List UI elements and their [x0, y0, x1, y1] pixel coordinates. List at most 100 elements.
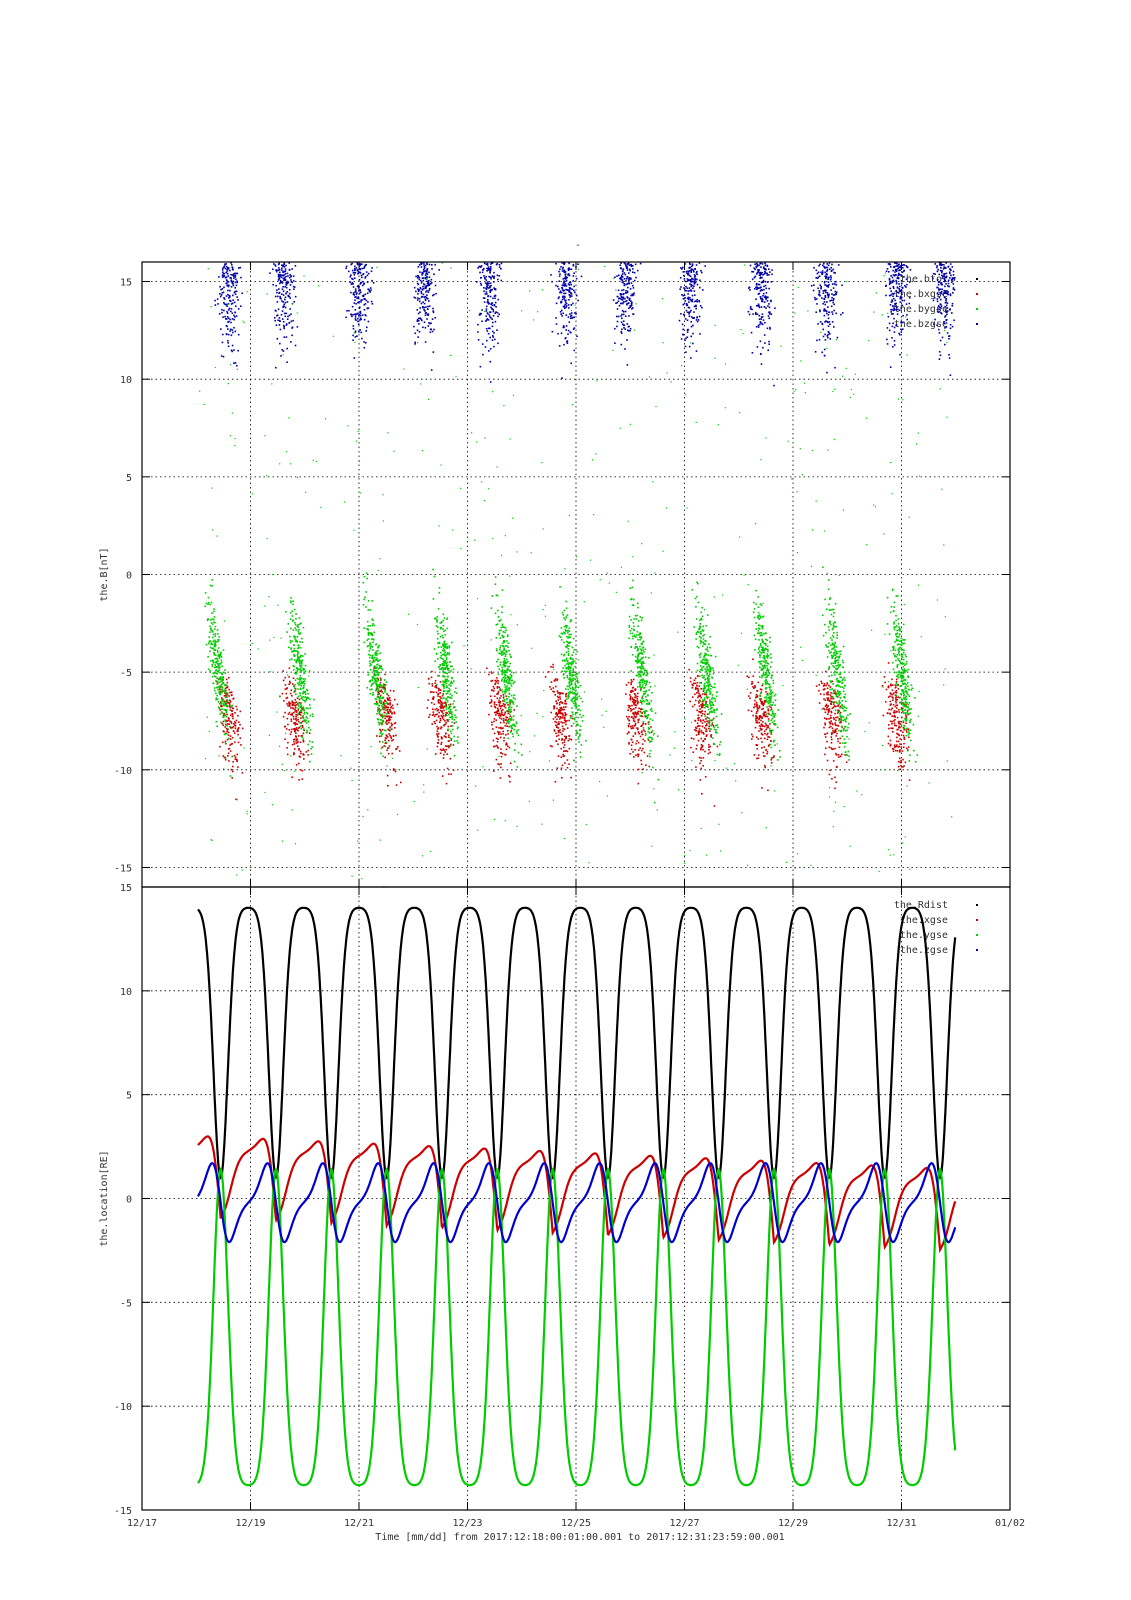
data-point	[220, 659, 223, 662]
data-point	[897, 765, 900, 768]
data-point	[369, 654, 371, 657]
data-point	[222, 273, 225, 275]
data-point	[299, 677, 301, 679]
data-point	[704, 750, 706, 753]
data-point	[891, 707, 894, 710]
data-point	[901, 271, 904, 274]
data-point	[640, 708, 642, 710]
data-point	[756, 757, 758, 760]
data-point	[439, 719, 442, 722]
data-point	[281, 318, 284, 320]
data-point	[216, 677, 219, 679]
data-point	[293, 687, 296, 689]
data-point	[436, 734, 439, 736]
data-point	[749, 305, 752, 308]
data-point	[371, 279, 373, 282]
data-point	[949, 294, 952, 297]
data-point	[229, 738, 232, 740]
data-point	[622, 297, 624, 300]
data-point	[547, 671, 550, 673]
data-point	[762, 267, 765, 270]
data-point	[275, 269, 277, 271]
data-point	[308, 670, 311, 672]
data-point	[695, 766, 697, 768]
data-point	[945, 275, 948, 278]
data-point	[759, 296, 762, 298]
data-point	[224, 720, 227, 723]
data-point	[761, 734, 764, 736]
data-point	[424, 310, 426, 312]
data-point	[640, 701, 642, 703]
data-point	[386, 749, 388, 752]
data-point	[226, 696, 229, 698]
data-point	[230, 705, 233, 708]
data-point	[225, 689, 227, 692]
data-point	[621, 276, 624, 278]
data-point	[279, 275, 281, 278]
data-point	[309, 707, 311, 709]
data-point	[276, 314, 278, 317]
data-point	[490, 699, 493, 701]
data-point	[623, 284, 626, 287]
data-point	[700, 747, 702, 750]
data-point	[570, 268, 573, 271]
data-point	[226, 730, 228, 733]
data-point	[295, 732, 297, 734]
data-point	[624, 348, 626, 350]
data-point	[894, 745, 896, 748]
data-point	[477, 323, 479, 326]
data-point	[384, 722, 387, 724]
data-point	[901, 293, 903, 295]
data-point	[306, 689, 309, 692]
data-point	[367, 653, 370, 656]
data-point	[492, 321, 494, 324]
data-point	[690, 268, 693, 270]
data-point	[824, 333, 826, 336]
data-point	[643, 751, 646, 754]
data-point	[222, 741, 224, 744]
data-point	[288, 683, 290, 686]
data-point	[821, 351, 823, 354]
data-point	[822, 707, 825, 710]
data-point	[818, 684, 821, 686]
data-point	[901, 304, 904, 307]
data-point	[302, 739, 305, 742]
data-point	[767, 789, 769, 792]
data-point	[751, 733, 753, 736]
data-point	[900, 289, 903, 291]
data-point	[209, 625, 211, 628]
data-point	[833, 705, 836, 707]
data-point	[439, 692, 441, 694]
data-point	[220, 672, 222, 674]
data-point	[224, 714, 226, 717]
data-point	[845, 761, 848, 763]
data-point	[231, 302, 234, 305]
data-point	[899, 333, 901, 336]
data-point	[369, 632, 372, 635]
data-point	[501, 705, 504, 707]
data-point	[493, 745, 495, 748]
data-point	[568, 763, 570, 765]
data-point	[822, 292, 825, 294]
data-point	[235, 315, 238, 317]
data-point	[563, 750, 565, 753]
data-point	[500, 748, 502, 750]
data-point	[562, 312, 564, 315]
data-point	[895, 690, 898, 692]
data-point	[823, 289, 826, 292]
data-point	[503, 714, 505, 716]
data-point	[422, 277, 425, 279]
data-point	[210, 643, 212, 645]
data-point	[702, 740, 704, 742]
data-point	[368, 634, 370, 636]
data-point	[564, 276, 567, 278]
data-point	[897, 746, 900, 748]
data-point	[948, 271, 951, 273]
data-point	[352, 271, 355, 274]
data-point	[278, 319, 281, 322]
data-point	[824, 699, 827, 701]
data-point	[694, 275, 697, 277]
data-point	[624, 310, 627, 313]
data-point	[376, 690, 379, 693]
data-point	[753, 706, 755, 709]
